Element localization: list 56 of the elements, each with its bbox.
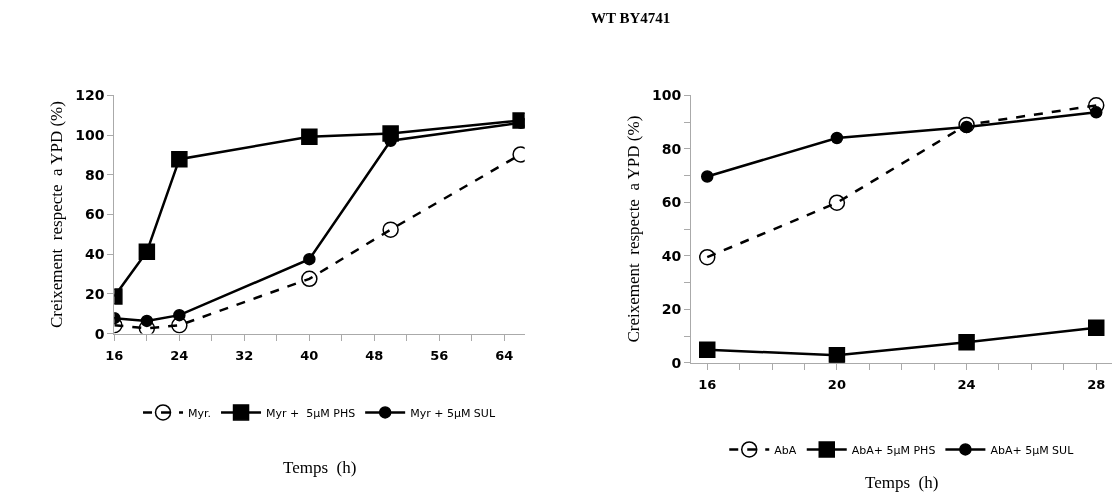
y-tick-label: 0: [671, 354, 682, 371]
point: [171, 317, 188, 334]
point: [1087, 319, 1105, 337]
legend-label: Myr + 5µM SUL: [410, 406, 496, 420]
x-tick-label: 64: [495, 348, 514, 364]
y-axis-title: Creixement respecte a YPD (%): [623, 115, 643, 343]
point: [140, 314, 154, 328]
chart-title: WT BY4741: [591, 10, 671, 26]
point: [958, 333, 975, 351]
legend-label: AbA+ 5µM SUL: [990, 443, 1075, 457]
x-tick-label: 56: [430, 348, 449, 364]
point: [301, 270, 318, 288]
point: [173, 308, 186, 322]
y-tick-label: 60: [661, 194, 682, 211]
y-tick-label: 20: [85, 285, 105, 302]
x-tick-label: 40: [300, 348, 319, 364]
point: [828, 347, 846, 363]
point: [698, 341, 716, 358]
y-tick-label: 100: [75, 127, 105, 144]
point: [1088, 97, 1105, 114]
legend-label: AbA: [774, 443, 797, 457]
x-axis-title: Temps (h): [865, 473, 939, 492]
point: [382, 221, 399, 238]
point: [701, 170, 714, 183]
legend-label: AbA+ 5µM PHS: [851, 443, 936, 457]
y-tick-label: 40: [661, 247, 682, 264]
point: [1090, 106, 1103, 119]
x-tick-label: 28: [1087, 377, 1106, 393]
point: [303, 252, 316, 266]
y-tick-label: 40: [85, 246, 105, 263]
point: [958, 116, 975, 134]
y-tick-label: 120: [75, 87, 105, 104]
y-tick-label: 0: [94, 325, 105, 342]
point: [830, 131, 844, 145]
legend-label: Myr + 5µM PHS: [266, 406, 356, 420]
x-tick-label: 32: [235, 348, 254, 364]
y-axis-title: Creixement respecte a YPD (%): [46, 101, 66, 328]
x-tick-label: 16: [698, 377, 717, 393]
point: [171, 150, 188, 168]
y-tick-label: 60: [85, 206, 105, 223]
x-tick-label: 16: [105, 348, 124, 364]
y-tick-label: 80: [661, 140, 682, 157]
x-axis-title: Temps (h): [283, 458, 357, 477]
x-tick-label: 48: [365, 348, 384, 364]
x-tick-label: 24: [957, 377, 976, 393]
point: [699, 248, 716, 266]
point: [960, 120, 973, 134]
y-tick-label: 100: [652, 87, 682, 104]
x-tick-label: 24: [170, 348, 189, 364]
x-tick-label: 20: [827, 377, 846, 393]
point: [138, 243, 156, 260]
point: [301, 128, 318, 146]
point: [828, 194, 846, 211]
y-tick-label: 80: [85, 166, 105, 183]
legend-label: Myr.: [188, 406, 212, 420]
y-tick-label: 20: [661, 301, 682, 318]
